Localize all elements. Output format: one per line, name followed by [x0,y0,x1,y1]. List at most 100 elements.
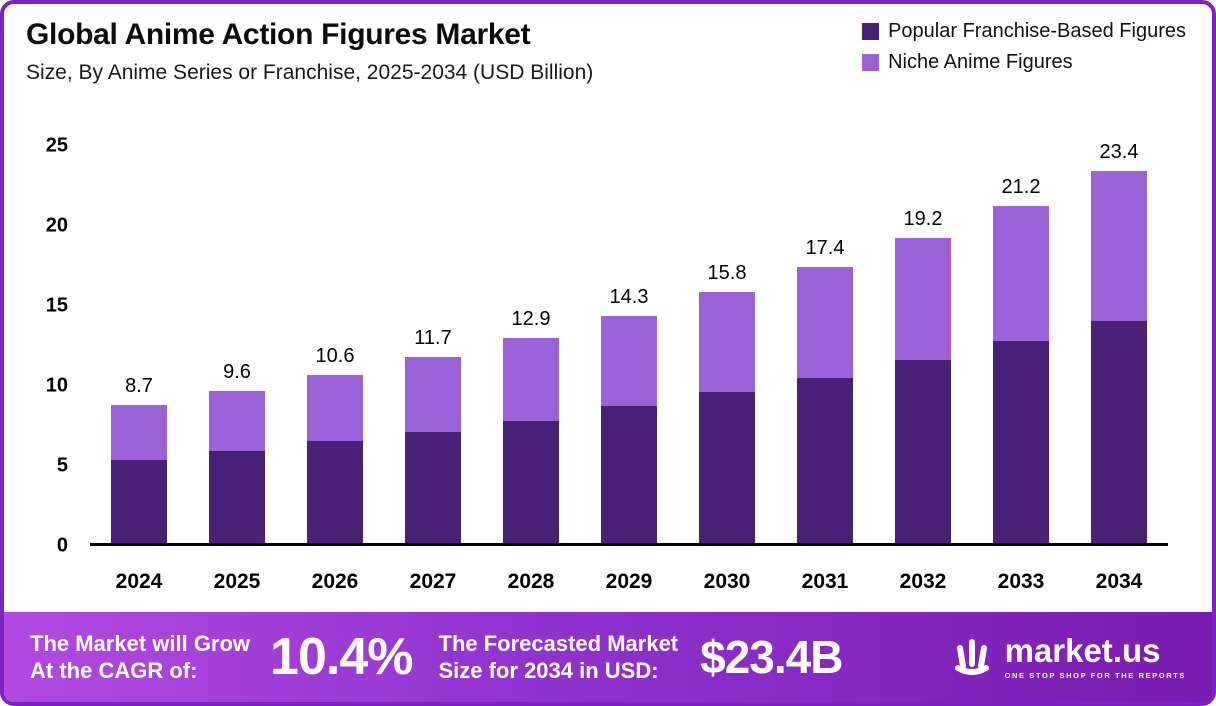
bar-stack [895,238,951,543]
x-axis-label: 2032 [899,570,947,593]
bar-segment-niche [699,292,755,393]
cagr-label-line2: At the CAGR of: [30,658,198,683]
bar-segment-niche [307,374,363,442]
bar-column: 17.4 [776,146,874,543]
bar-segment-niche [209,390,265,451]
y-tick-label: 20 [45,214,68,237]
y-tick-label: 25 [45,134,68,157]
brand-name: market.us [1004,632,1161,669]
bar-segment-popular [699,392,755,543]
bar-segment-niche [111,404,167,461]
bar-stack [111,404,167,543]
legend-label: Niche Anime Figures [888,51,1073,73]
bar-stack [307,374,363,543]
brand-tagline: ONE STOP SHOP FOR THE REPORTS [1004,671,1186,680]
legend-item-popular: Popular Franchise-Based Figures [862,20,1186,43]
legend-swatch-niche-icon [862,54,880,71]
legend-swatch-popular-icon [862,23,880,40]
bar-stack [797,266,853,543]
x-axis-label: 2031 [801,570,849,593]
plot-area: 8.7 9.6 10.6 11.7 12.9 14.3 15.8 17.4 19.2 21.2 23… [90,141,1168,546]
cagr-label-line1: The Market will Grow [30,630,251,656]
bar-stack [209,390,265,543]
bar-segment-niche [895,238,951,361]
bar-stack [993,206,1049,543]
bar-segment-niche [405,357,461,432]
bar-total-label: 15.8 [707,262,747,285]
x-axis: 2024 2025 2026 2027 2028 2029 2030 2031 2032 2033… [90,570,1168,594]
bar-total-label: 11.7 [414,327,452,350]
x-axis-label: 2034 [1095,570,1143,593]
footer: The Market will Grow At the CAGR of: 10.… [4,612,1212,702]
bar-segment-popular [895,360,951,543]
cagr-label: The Market will Grow At the CAGR of: [30,630,250,685]
bar-stack [405,357,461,543]
bar-stack [1091,171,1147,543]
bar-total-label: 14.3 [609,285,649,308]
bar-total-label: 17.4 [805,236,845,259]
x-axis-label: 2026 [311,570,359,593]
legend-label: Popular Franchise-Based Figures [888,20,1186,42]
brand-logo: market.us ONE STOP SHOP FOR THE REPORTS [949,634,1186,680]
x-axis-label: 2025 [213,570,261,593]
brand-text: market.us ONE STOP SHOP FOR THE REPORTS [1005,634,1186,680]
bar-segment-popular [307,441,363,543]
y-tick-label: 5 [56,454,68,477]
x-axis-label: 2029 [605,570,653,593]
bar-segment-popular [797,377,853,543]
bar-total-label: 23.4 [1099,141,1139,164]
market-us-logo-icon [954,639,989,675]
bar-segment-popular [1091,320,1147,543]
forecast-label-line1: The Forecasted Market [438,630,679,656]
bar-total-label: 10.6 [315,344,355,367]
cagr-value: 10.4% [270,628,413,686]
bar-segment-popular [993,341,1049,543]
bar-column: 15.8 [678,146,776,543]
forecast-value: $23.4B [700,631,843,683]
bar-segment-niche [1091,171,1147,321]
bar-segment-popular [111,460,167,543]
bar-stack [503,338,559,543]
x-axis-label: 2027 [409,570,457,593]
bar-column: 12.9 [482,146,580,543]
bar-stack [601,315,657,543]
legend: Popular Franchise-Based Figures Niche An… [862,20,1186,74]
bar-column: 8.7 [90,146,188,543]
bar-segment-niche [601,315,657,407]
x-axis-label: 2024 [115,570,163,593]
bar-segment-popular [503,420,559,543]
bar-total-label: 21.2 [1001,176,1041,199]
legend-item-niche: Niche Anime Figures [862,51,1186,74]
page-subtitle: Size, By Anime Series or Franchise, 2025… [26,61,594,84]
forecast-label: The Forecasted Market Size for 2034 in U… [439,630,679,685]
x-axis-label: 2030 [703,570,751,593]
bar-total-label: 12.9 [511,308,551,331]
header: Global Anime Action Figures Market Size,… [4,4,1212,104]
bar-segment-popular [405,431,461,543]
bar-column: 10.6 [286,146,384,543]
forecast-label-line2: Size for 2034 in USD: [438,658,659,683]
y-tick-label: 0 [56,534,68,557]
bar-total-label: 19.2 [903,208,943,231]
bar-column: 9.6 [188,146,286,543]
chart: 0 5 10 15 20 25 8.7 9.6 10.6 11.7 12.9 14.3 15.8 17.… [28,106,1182,608]
bar-column: 11.7 [384,146,482,543]
x-axis-label: 2033 [997,570,1045,593]
bar-column: 14.3 [580,146,678,543]
y-tick-label: 15 [45,294,68,317]
bar-segment-popular [601,406,657,543]
bar-column: 23.4 [1070,141,1168,543]
bar-segment-niche [797,266,853,378]
x-axis-label: 2028 [507,570,555,593]
bar-column: 19.2 [874,146,972,543]
bar-segment-niche [503,338,559,421]
y-tick-label: 10 [45,374,68,397]
bar-column: 21.2 [972,146,1070,543]
bar-total-label: 9.6 [223,360,251,383]
bar-segment-niche [993,206,1049,342]
bar-total-label: 8.7 [125,374,153,397]
bar-segment-popular [209,450,265,543]
y-axis: 0 5 10 15 20 25 [28,135,74,557]
bar-stack [699,292,755,543]
